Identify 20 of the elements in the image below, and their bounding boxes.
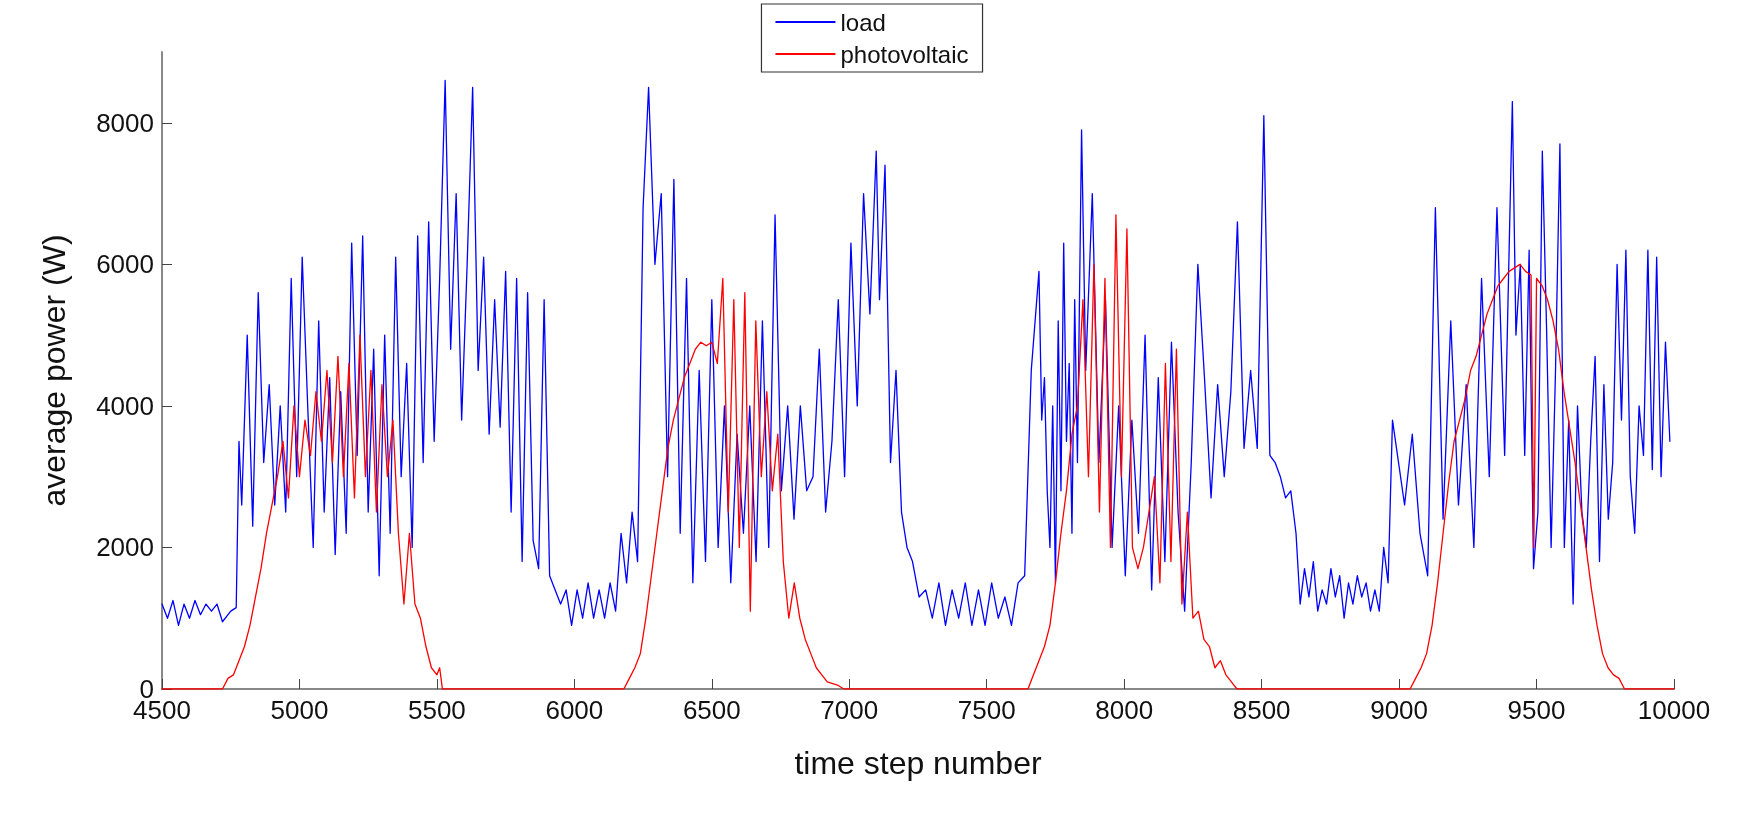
y-tick-label: 6000 [96, 249, 154, 280]
x-tick-label: 7000 [820, 695, 879, 725]
x-tick-label: 10000 [1637, 695, 1711, 725]
y-axis-title: average power (W) [36, 234, 72, 507]
y-tick-label: 4000 [96, 390, 154, 421]
x-tick-label: 5500 [407, 695, 466, 725]
x-tick-label: 9000 [1370, 695, 1429, 725]
x-tick-label: 8500 [1232, 695, 1291, 725]
x-tick-label: 8000 [1095, 695, 1154, 725]
line-series [161, 79, 1671, 626]
x-tick-label: 6000 [545, 695, 604, 725]
legend-label: load [840, 8, 886, 36]
y-tick-label: 8000 [96, 107, 154, 138]
x-tick-label: 5000 [270, 695, 329, 725]
y-tick-label: 2000 [96, 532, 154, 563]
x-tick-label: 9500 [1507, 695, 1566, 725]
x-tick-label: 6500 [682, 695, 741, 725]
x-tick-label: 7500 [957, 695, 1016, 725]
x-axis-title: time step number [794, 745, 1042, 781]
legend-label: photovoltaic [840, 40, 969, 68]
